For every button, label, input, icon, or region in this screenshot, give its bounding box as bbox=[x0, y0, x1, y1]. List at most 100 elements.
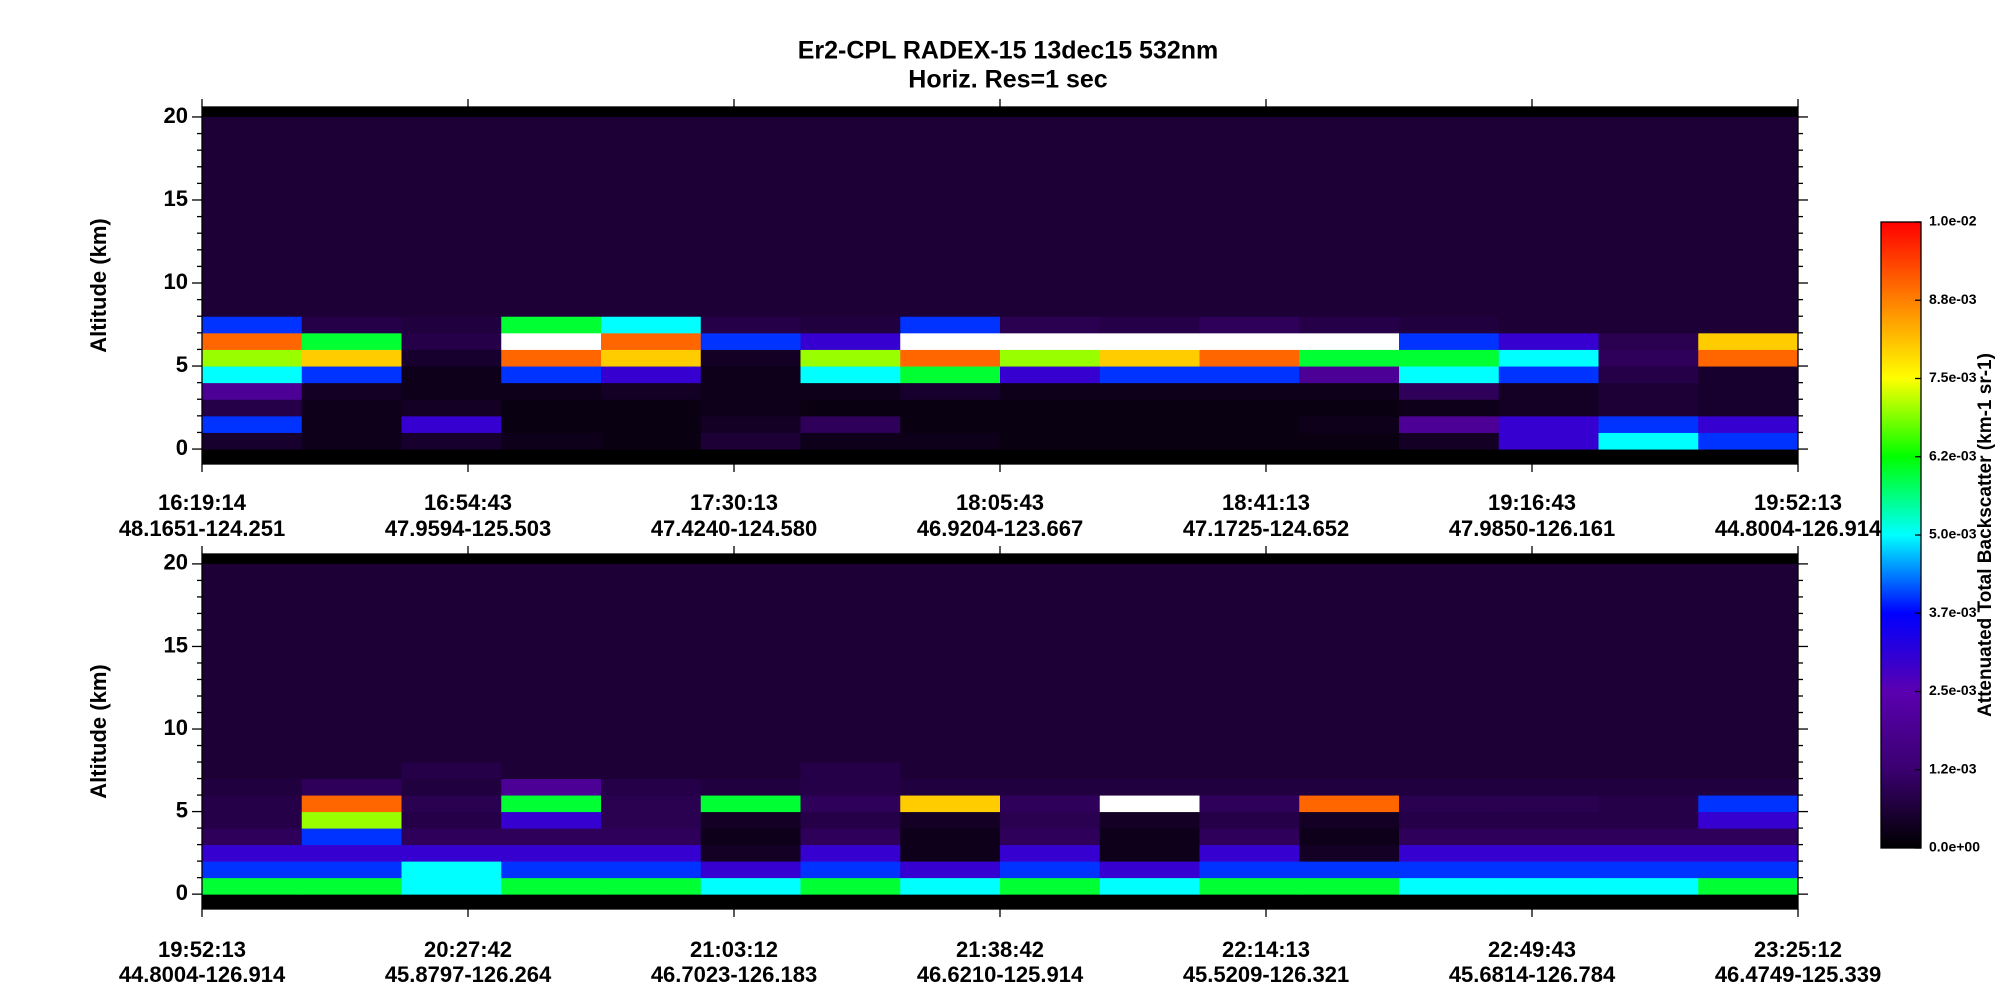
heat-cell bbox=[1598, 894, 1699, 909]
heat-cell bbox=[1598, 795, 1699, 813]
heat-cell bbox=[1698, 828, 1798, 846]
heat-cell bbox=[900, 349, 1001, 367]
colorbar-tick-label: 1.0e-02 bbox=[1929, 213, 1977, 229]
heat-cell bbox=[1099, 563, 1200, 763]
heat-cell bbox=[501, 877, 602, 895]
heat-cell bbox=[1199, 563, 1300, 763]
heat-cell bbox=[1299, 828, 1400, 846]
heat-cell bbox=[1698, 449, 1798, 464]
heat-cell bbox=[1498, 861, 1599, 879]
heat-cell bbox=[1199, 382, 1300, 400]
heat-cell bbox=[800, 563, 901, 763]
heat-cell bbox=[1299, 762, 1400, 780]
heat-cell bbox=[501, 828, 602, 846]
heat-cell bbox=[601, 316, 702, 334]
heat-cell bbox=[800, 844, 901, 862]
heat-cell bbox=[800, 795, 901, 813]
heat-cell bbox=[301, 762, 402, 780]
y-tick-label: 10 bbox=[164, 269, 188, 294]
heat-cell bbox=[601, 332, 702, 350]
heat-cell bbox=[501, 382, 602, 400]
heat-cell bbox=[1598, 811, 1699, 829]
heat-cell bbox=[900, 382, 1001, 400]
heat-cell bbox=[800, 366, 901, 384]
x-location-label: 48.1651-124.251 bbox=[119, 516, 285, 541]
heat-cell bbox=[900, 399, 1001, 417]
heat-cell bbox=[601, 415, 702, 433]
heat-cell bbox=[1698, 332, 1798, 350]
heat-cell bbox=[1299, 382, 1400, 400]
heat-cell bbox=[1598, 563, 1699, 763]
heat-cell bbox=[800, 116, 901, 317]
x-location-label: 45.5209-126.321 bbox=[1183, 962, 1349, 987]
heat-cell bbox=[700, 366, 801, 384]
heat-cell bbox=[1000, 778, 1101, 796]
heat-cell bbox=[401, 366, 502, 384]
heat-cell bbox=[401, 349, 502, 367]
heat-cell bbox=[1698, 861, 1798, 879]
heat-cell bbox=[601, 366, 702, 384]
heat-cell bbox=[1399, 116, 1500, 317]
heat-cell bbox=[800, 432, 901, 450]
heat-cell bbox=[700, 399, 801, 417]
heat-cell bbox=[401, 828, 502, 846]
y-tick-label: 15 bbox=[164, 632, 188, 657]
heat-cell bbox=[1099, 116, 1200, 317]
heat-cell bbox=[1299, 778, 1400, 796]
heat-cell bbox=[202, 415, 303, 433]
heat-cell bbox=[1498, 116, 1599, 317]
x-tick-label: 16:54:43 bbox=[424, 490, 512, 515]
heat-cell bbox=[301, 778, 402, 796]
x-tick-label: 22:49:43 bbox=[1488, 937, 1576, 962]
heat-cell bbox=[700, 795, 801, 813]
heat-cell bbox=[1498, 432, 1599, 450]
heat-cell bbox=[1199, 877, 1300, 895]
heat-cell bbox=[301, 795, 402, 813]
heat-cell bbox=[800, 778, 901, 796]
heat-cell bbox=[1099, 349, 1200, 367]
heat-cell bbox=[700, 316, 801, 334]
heat-cell bbox=[800, 877, 901, 895]
heat-cell bbox=[700, 877, 801, 895]
heat-cell bbox=[700, 828, 801, 846]
heat-cell bbox=[1698, 762, 1798, 780]
heat-cell bbox=[800, 316, 901, 334]
heat-cell bbox=[1598, 877, 1699, 895]
x-location-label: 45.6814-126.784 bbox=[1449, 962, 1616, 987]
heat-cell bbox=[1598, 432, 1699, 450]
heat-cell bbox=[1000, 877, 1101, 895]
heat-cell bbox=[401, 563, 502, 763]
heat-cell bbox=[401, 332, 502, 350]
heat-cell bbox=[900, 811, 1001, 829]
heat-cell bbox=[202, 563, 303, 763]
heat-cell bbox=[1299, 811, 1400, 829]
heat-cell bbox=[601, 399, 702, 417]
heat-cell bbox=[501, 399, 602, 417]
heat-cell bbox=[700, 332, 801, 350]
colorbar-tick-label: 3.7e-03 bbox=[1929, 604, 1977, 620]
heat-cell bbox=[700, 778, 801, 796]
heat-cell bbox=[601, 382, 702, 400]
heat-cell bbox=[700, 449, 801, 464]
heat-cell bbox=[301, 332, 402, 350]
heat-cell bbox=[1498, 828, 1599, 846]
heat-cell bbox=[301, 116, 402, 317]
heat-cell bbox=[1299, 349, 1400, 367]
heat-cell bbox=[700, 415, 801, 433]
heat-cell bbox=[900, 894, 1001, 909]
heat-cell bbox=[501, 778, 602, 796]
heat-cell bbox=[501, 432, 602, 450]
heat-cell bbox=[202, 828, 303, 846]
x-location-label: 46.9204-123.667 bbox=[917, 516, 1083, 541]
heat-cell bbox=[1598, 762, 1699, 780]
heat-cell bbox=[301, 432, 402, 450]
heat-cell bbox=[1199, 778, 1300, 796]
heat-cell bbox=[1399, 778, 1500, 796]
heat-cell bbox=[1498, 877, 1599, 895]
heat-cell bbox=[1000, 116, 1101, 317]
heat-cell bbox=[1099, 778, 1200, 796]
heat-cell bbox=[1099, 811, 1200, 829]
heat-cell bbox=[301, 415, 402, 433]
heat-cell bbox=[202, 432, 303, 450]
heat-cell bbox=[1498, 762, 1599, 780]
